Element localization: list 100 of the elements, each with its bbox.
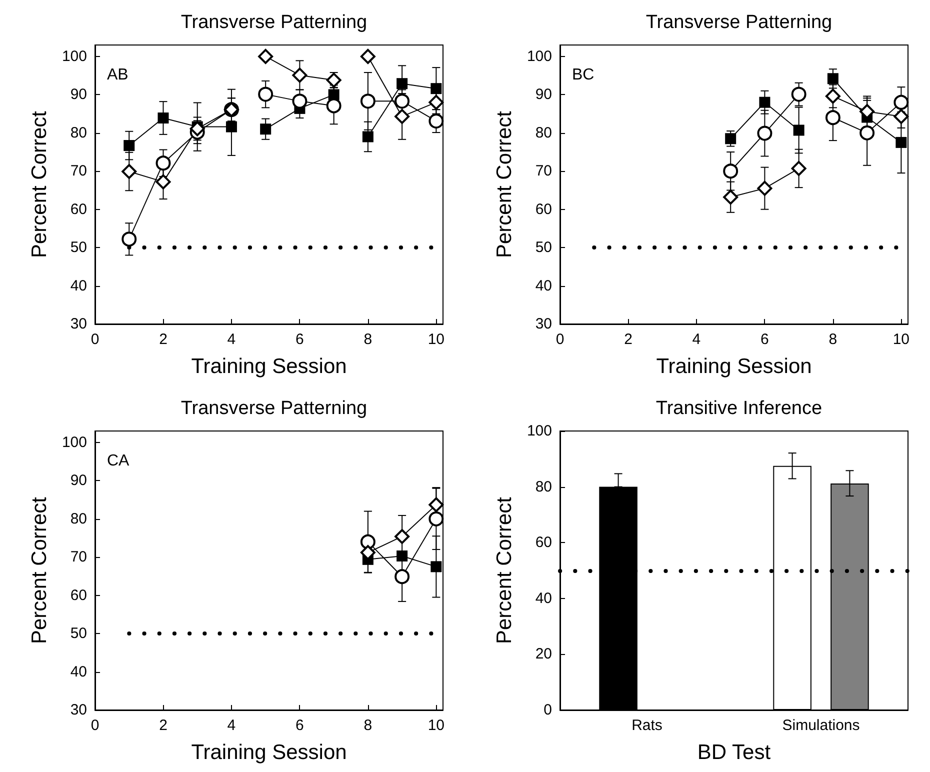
y-tick-label: 60 [70,586,87,604]
x-tick-label: 0 [90,331,100,348]
point [723,190,738,205]
y-tick-label: 90 [535,86,552,104]
y-tick-label: 80 [70,510,87,528]
x-tick-label: Simulations [782,717,860,734]
point [791,160,806,176]
y-tick-label: 0 [544,702,552,718]
y-tick-label: 80 [535,124,552,142]
x-tick-label: 6 [760,331,769,348]
y-tick-label: 100 [526,48,552,65]
point [124,140,135,152]
point [759,96,770,108]
point [793,124,804,136]
point [156,156,171,171]
point [156,174,171,190]
y-tick-label: 100 [526,422,552,440]
y-tick-label: 40 [70,277,87,294]
point [158,112,169,124]
point [723,164,738,179]
point [825,110,840,126]
point [894,108,909,124]
point [360,94,376,109]
x-tick-label: 0 [90,717,100,734]
y-tick-label: 100 [62,434,87,451]
point [428,114,444,129]
y-tick-label: 30 [70,316,87,332]
point [292,94,308,109]
point [362,131,374,142]
x-tick-label: 10 [428,331,445,348]
x-axis-title: Training Session [191,741,347,764]
point [292,68,308,83]
y-tick-label: 20 [535,646,552,663]
x-tick-label: 10 [892,331,910,348]
x-tick-label: 10 [428,717,445,734]
annotation: BC [572,66,594,84]
y-tick-label: 30 [70,702,87,718]
point [260,124,272,135]
x-tick-label: 2 [159,331,168,348]
point [428,497,444,512]
point [258,86,274,102]
x-tick-label: 8 [828,331,838,348]
y-tick-label: 90 [70,472,87,490]
y-tick-label: 80 [70,124,87,142]
point [226,121,237,132]
point [122,232,137,247]
y-tick-label: 60 [70,200,87,218]
x-tick-label: 4 [227,717,236,734]
point [827,73,838,84]
y-tick-label: 60 [535,200,552,218]
y-tick-label: 80 [535,478,552,496]
x-tick-label: 0 [556,331,564,348]
x-axis-title: BD Test [697,741,771,764]
x-tick-label: 8 [364,717,372,734]
point [428,511,444,526]
chart-title: Transverse Patterning [646,12,832,33]
point [896,136,907,148]
y-tick-label: 70 [535,162,552,180]
x-tick-label: 8 [364,331,372,348]
point [326,98,342,114]
chart-title: Transverse Patterning [180,398,368,419]
x-tick-label: 6 [296,331,304,348]
point [394,569,410,584]
point [430,561,442,572]
point [122,164,137,180]
point [757,126,772,141]
y-tick-label: 50 [535,239,552,256]
y-axis-title: Percent Correct [493,496,516,644]
point [360,48,376,64]
point [396,78,408,90]
y-axis-title: Percent Correct [28,496,51,644]
x-axis-title: Training Session [191,355,347,378]
x-tick-label: 2 [159,717,168,734]
y-tick-label: 30 [535,316,552,332]
x-tick-label: 4 [692,331,701,348]
x-axis-title: Training Session [656,355,812,378]
point [394,94,410,109]
x-tick-label: 2 [624,331,632,348]
point [326,72,342,88]
point [394,108,410,124]
y-tick-label: 90 [70,86,87,104]
point [894,94,909,110]
y-tick-label: 40 [70,663,87,680]
y-tick-label: 60 [535,534,552,552]
x-tick-label: 4 [227,331,236,348]
y-tick-label: 40 [535,590,552,607]
y-tick-label: 50 [70,239,87,256]
point [725,133,736,144]
point [258,48,274,64]
annotation: AB [107,66,128,84]
point [396,550,408,562]
y-tick-label: 40 [535,277,552,294]
y-tick-label: 70 [70,548,87,566]
chart-title: Transitive Inference [656,398,822,419]
y-tick-label: 70 [70,162,87,180]
point [430,83,442,94]
point [360,534,376,550]
x-tick-label: 6 [296,717,304,734]
point [757,180,772,196]
y-axis-title: Percent Correct [28,110,51,258]
